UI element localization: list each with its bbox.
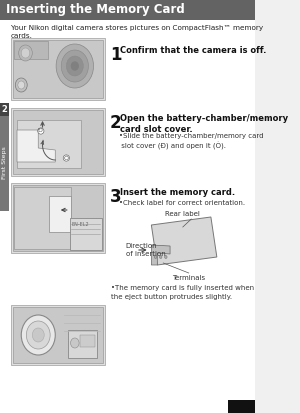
Bar xyxy=(228,400,255,413)
Bar xyxy=(70,218,102,250)
Bar xyxy=(13,185,103,251)
Text: Insert the memory card.: Insert the memory card. xyxy=(120,188,235,197)
Text: EN-EL2: EN-EL2 xyxy=(71,222,89,227)
Circle shape xyxy=(56,44,94,88)
Bar xyxy=(0,116,9,211)
Circle shape xyxy=(18,81,25,89)
Bar xyxy=(13,110,103,174)
Circle shape xyxy=(66,56,83,76)
Text: Inserting the Memory Card: Inserting the Memory Card xyxy=(6,3,185,17)
Text: 3: 3 xyxy=(110,188,121,206)
Bar xyxy=(0,103,9,116)
Text: •The memory card is fully inserted when
the eject button protrudes slightly.: •The memory card is fully inserted when … xyxy=(110,285,254,299)
Bar xyxy=(49,196,71,232)
Circle shape xyxy=(19,45,32,61)
Bar xyxy=(13,40,103,98)
Text: First Steps: First Steps xyxy=(2,147,7,179)
Text: Open the battery-chamber/memory
card slot cover.: Open the battery-chamber/memory card slo… xyxy=(120,114,288,134)
Circle shape xyxy=(21,315,55,355)
Circle shape xyxy=(61,50,88,82)
Text: Confirm that the camera is off.: Confirm that the camera is off. xyxy=(120,46,266,55)
Text: 1: 1 xyxy=(110,46,121,64)
Text: Terminals: Terminals xyxy=(172,275,205,281)
Bar xyxy=(14,187,71,249)
Circle shape xyxy=(32,328,44,342)
Text: 2: 2 xyxy=(110,114,121,132)
Bar xyxy=(13,307,103,363)
Circle shape xyxy=(70,338,79,348)
Bar xyxy=(80,335,95,347)
Bar xyxy=(11,108,105,176)
Circle shape xyxy=(154,256,157,259)
Text: Ð: Ð xyxy=(38,128,43,133)
Circle shape xyxy=(164,256,167,259)
Text: Rear label: Rear label xyxy=(165,211,200,217)
Circle shape xyxy=(159,256,162,259)
Bar xyxy=(11,38,105,100)
Text: 2: 2 xyxy=(2,104,8,114)
Text: Ò: Ò xyxy=(64,156,69,161)
Bar xyxy=(0,0,255,20)
Bar xyxy=(14,41,48,59)
Polygon shape xyxy=(17,130,55,162)
Text: •Slide the battery-chamber/memory card
 slot cover (Ð) and open it (Ò).: •Slide the battery-chamber/memory card s… xyxy=(119,133,263,150)
Circle shape xyxy=(71,62,78,70)
Text: Your Nikon digital camera stores pictures on CompactFlash™ memory
cards.: Your Nikon digital camera stores picture… xyxy=(11,25,263,39)
Polygon shape xyxy=(152,217,217,265)
Bar xyxy=(17,120,81,168)
Circle shape xyxy=(15,78,27,92)
Bar xyxy=(11,305,105,365)
Bar xyxy=(11,183,105,253)
Circle shape xyxy=(26,321,50,349)
Circle shape xyxy=(21,48,30,58)
Text: •Check label for correct orientation.: •Check label for correct orientation. xyxy=(119,200,245,206)
Bar xyxy=(61,200,68,230)
Polygon shape xyxy=(152,245,170,265)
Bar xyxy=(68,330,97,358)
Text: Direction
of insertion: Direction of insertion xyxy=(126,243,166,257)
